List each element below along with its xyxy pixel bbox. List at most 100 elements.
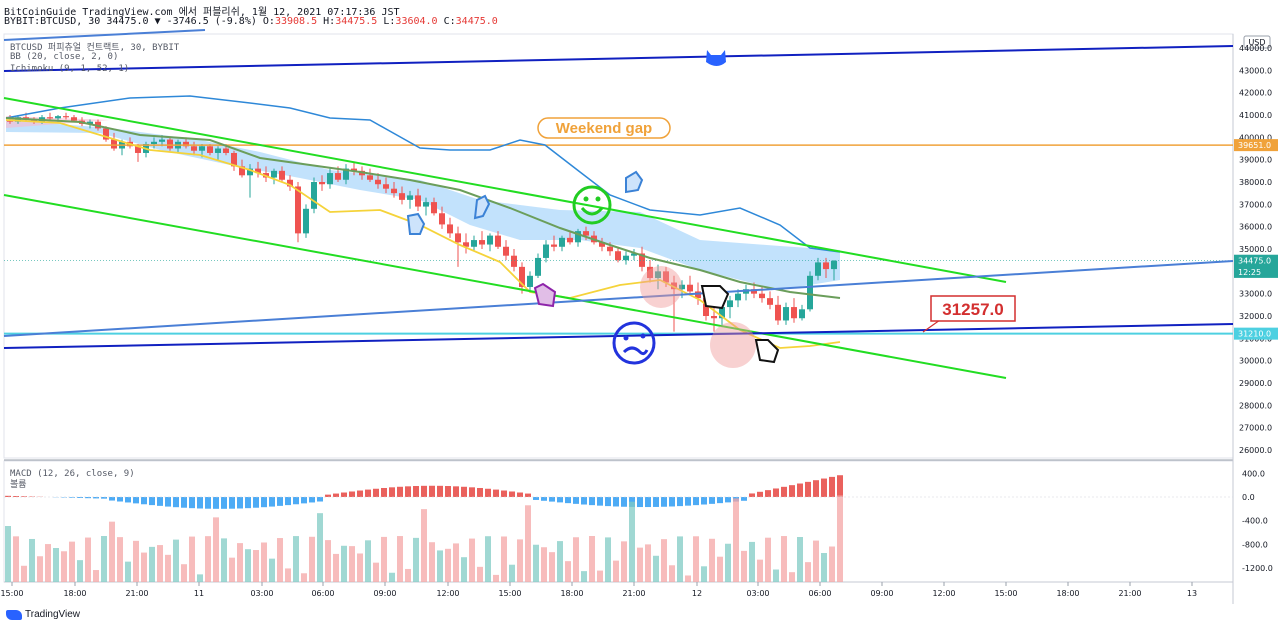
volume-bar (5, 526, 11, 582)
macd-tick-label: 0.0 (1242, 493, 1255, 502)
candle-body (391, 188, 397, 194)
macd-bar (365, 489, 371, 497)
time-tick-label: 06:00 (311, 589, 334, 598)
candle-body (687, 284, 693, 292)
candle-body (671, 282, 677, 290)
candle-body (423, 202, 429, 207)
volume-bar (245, 549, 251, 582)
candle-body (343, 168, 349, 180)
macd-bar (189, 497, 195, 509)
candle-body (719, 307, 725, 319)
volume-bar (261, 542, 267, 582)
volume-bar (765, 537, 771, 582)
volume-bar (805, 562, 811, 582)
bollinger-upper (5, 95, 841, 253)
macd-bar (13, 496, 19, 497)
macd-bar (829, 476, 835, 497)
volume-bar (701, 566, 707, 582)
volume-bar (725, 543, 731, 582)
candle-body (767, 298, 773, 305)
chart-legend-ichimoku[interactable]: Ichimoku (9, 1, 52, 1) (10, 64, 130, 74)
candle-body (167, 139, 173, 149)
time-tick-label: 15:00 (498, 589, 521, 598)
weekend-gap-text: Weekend gap (556, 120, 652, 137)
candle-body (239, 166, 245, 176)
volume-legend-title: 볼륨 (10, 480, 27, 490)
volume-bar (213, 517, 219, 582)
macd-bar (293, 497, 299, 505)
chart-legend-bb[interactable]: BB (20, close, 2, 0) (10, 52, 119, 62)
volume-bar (365, 540, 371, 582)
price-tick-label: 29000.0 (1239, 379, 1272, 388)
macd-bar (685, 497, 691, 506)
macd-bar (149, 497, 155, 506)
macd-bar (501, 490, 507, 497)
macd-bar (637, 497, 643, 508)
volume-bar (709, 538, 715, 582)
volume-bar (781, 536, 787, 582)
macd-bar (773, 488, 779, 497)
macd-bar (237, 497, 243, 509)
time-tick-label: 03:00 (746, 589, 769, 598)
volume-bar (493, 574, 499, 582)
volume-bar (157, 545, 163, 582)
macd-bar (493, 489, 499, 497)
candle-body (695, 291, 701, 299)
macd-bar (341, 492, 347, 497)
volume-bar (669, 565, 675, 582)
candle-body (615, 251, 621, 261)
macd-bar (645, 497, 651, 508)
candle-body (215, 148, 221, 153)
volume-bar (565, 561, 571, 582)
volume-bar (501, 536, 507, 582)
volume-bar (717, 556, 723, 582)
volume-bar (293, 536, 299, 582)
macd-bar (693, 497, 699, 506)
time-tick-label: 18:00 (560, 589, 583, 598)
volume-bar (757, 559, 763, 582)
volume-bar (469, 538, 475, 582)
macd-tick-label: -1200.0 (1242, 564, 1273, 573)
candle-body (655, 271, 661, 279)
macd-bar (669, 497, 675, 507)
candle-body (639, 253, 645, 267)
price-tick-label: 38000.0 (1239, 178, 1272, 187)
volume-bar (85, 537, 91, 582)
volume-bar (445, 548, 451, 582)
candle-body (415, 195, 421, 207)
macd-bar (133, 497, 139, 504)
macd-bar (797, 483, 803, 497)
macd-legend[interactable]: MACD (12, 26, close, 9) 볼륨 (10, 469, 135, 491)
volume-bar (605, 537, 611, 582)
price-tick-label: 26000.0 (1239, 446, 1272, 455)
weekend-gap-label: Weekend gap (537, 117, 671, 139)
main-pane[interactable] (3, 33, 1234, 459)
macd-bar (93, 497, 99, 499)
candle-body (463, 242, 469, 247)
time-tick-label: 15:00 (0, 589, 23, 598)
chart-legend-symbol[interactable]: BTCUSD 퍼피츄얼 컨트랙트, 30, BYBIT (10, 43, 180, 53)
candle-body (775, 304, 781, 321)
macd-bar (421, 485, 427, 497)
tradingview-footer[interactable]: TradingView (6, 609, 80, 620)
candle-body (311, 182, 317, 209)
macd-bar (125, 497, 131, 503)
price-tick-label: 30000.0 (1239, 357, 1272, 366)
volume-bar (685, 575, 691, 582)
macd-bar (541, 497, 547, 501)
volume-bar (69, 541, 75, 582)
macd-bar (141, 497, 147, 505)
macd-bar (429, 485, 435, 497)
symbol-label: BYBIT:BTCUSD, 30 (4, 16, 101, 27)
macd-bar (557, 497, 563, 503)
volume-bar (173, 539, 179, 582)
candle-body (559, 237, 565, 247)
macd-bar (581, 497, 587, 505)
candle-body (823, 262, 829, 270)
volume-bar (349, 546, 355, 582)
volume-bar (101, 536, 107, 582)
price-tick-label: 40000.0 (1239, 133, 1272, 142)
candle-body (607, 246, 613, 252)
price-tick-label: 39000.0 (1239, 156, 1272, 165)
